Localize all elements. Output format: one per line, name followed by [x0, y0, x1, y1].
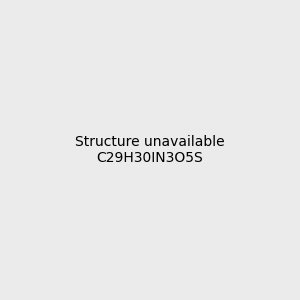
Text: Structure unavailable
C29H30IN3O5S: Structure unavailable C29H30IN3O5S — [75, 135, 225, 165]
